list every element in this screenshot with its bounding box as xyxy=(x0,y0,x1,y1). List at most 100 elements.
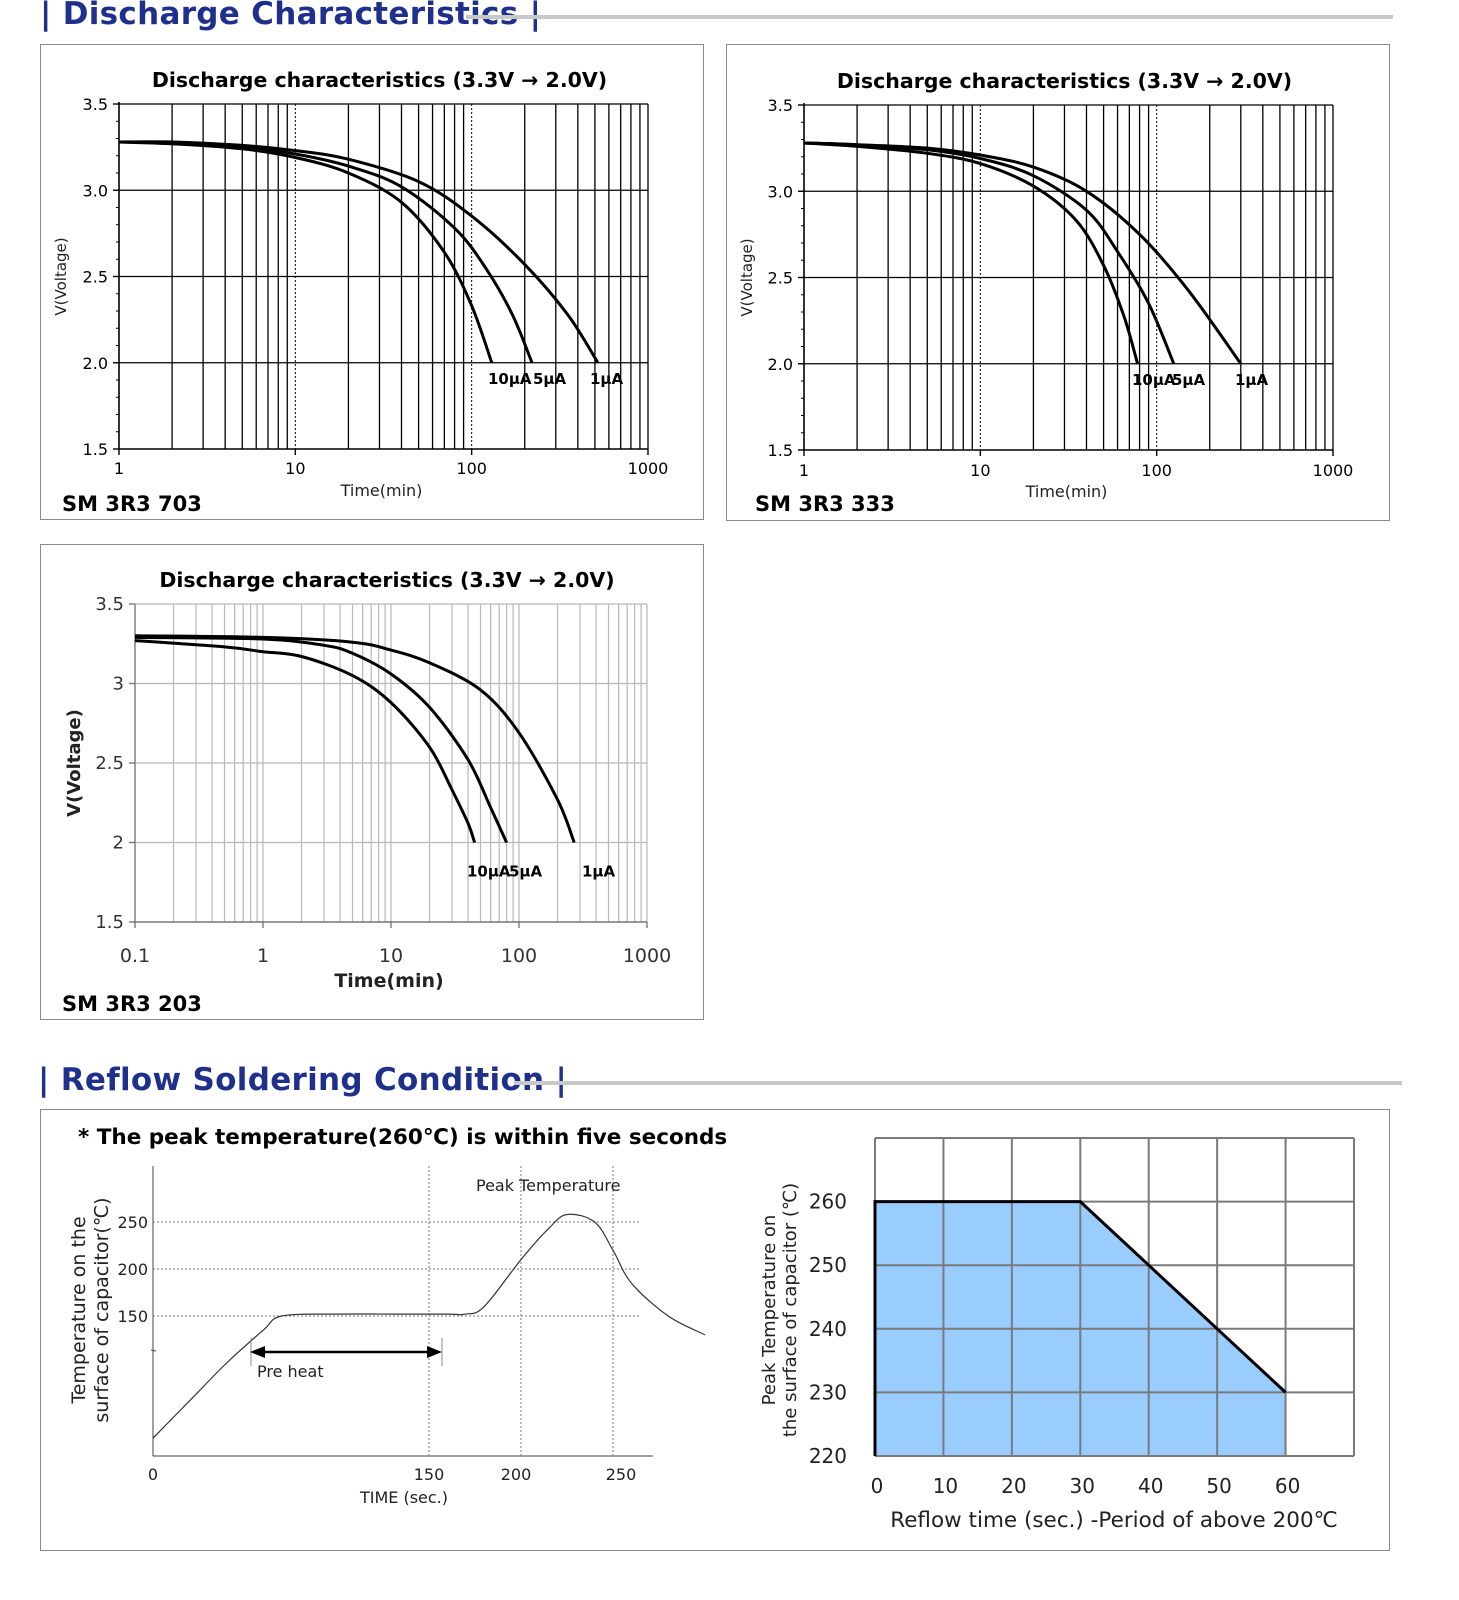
discharge-section-title: | Discharge Characteristics | xyxy=(40,0,542,32)
discharge-curve-0 xyxy=(118,140,494,364)
x-axis-label: TIME (sec.) xyxy=(359,1488,448,1507)
x-axis-label: Time(min) xyxy=(334,970,443,992)
chart-title: Discharge characteristics (3.3V → 2.0V) xyxy=(159,568,614,592)
series-label: 10μA xyxy=(1132,371,1176,389)
y-axis-label: V(Voltage) xyxy=(738,238,756,316)
discharge-curve-2 xyxy=(134,634,576,844)
discharge-chart-333: 1.5 2.0 2.5 3.0 3.5 1 10 100 1000 Discharge chara… xyxy=(738,69,1354,516)
x-tick-label: 10 xyxy=(285,459,305,478)
y-tick-label: 2.0 xyxy=(768,355,793,374)
reflow-charts: * The peak temperature(260℃) is within f… xyxy=(68,1125,1355,1533)
y-tick-label: 250 xyxy=(117,1213,148,1232)
y-tick-label: 2.0 xyxy=(83,354,108,373)
x-tick-label: 50 xyxy=(1206,1474,1231,1498)
preheat-arrow-head-left xyxy=(250,1346,265,1358)
y-tick-label: 3 xyxy=(113,674,124,695)
reflow-section-rule xyxy=(514,1081,1402,1085)
y-tick-label: 3.5 xyxy=(83,95,108,114)
x-tick-label: 10 xyxy=(933,1474,958,1498)
y-tick-label: 3.0 xyxy=(83,181,108,200)
x-tick-label: 250 xyxy=(606,1465,637,1484)
axis-break-mark xyxy=(150,1349,157,1352)
discharge-curve-1 xyxy=(118,140,534,364)
discharge-chart-703: 1.5 2.0 2.5 3.0 3.5 1 10 100 1000 Discharge chara… xyxy=(52,68,669,516)
y-axis-label-line1: Peak Temperature on xyxy=(759,1215,780,1406)
y-tick-label: 1.5 xyxy=(768,441,793,460)
x-tick-label: 20 xyxy=(1001,1474,1026,1498)
discharge-chart-203: 1.5 2 2.5 3 3.5 0.1 1 10 100 1000 Discharge charac… xyxy=(62,568,671,1016)
chart-title: Discharge characteristics (3.3V → 2.0V) xyxy=(152,68,607,92)
y-tick-label: 2 xyxy=(113,833,124,854)
x-axis-label: Time(min) xyxy=(340,481,423,500)
x-tick-label: 60 xyxy=(1275,1474,1300,1498)
x-tick-label: 1000 xyxy=(623,945,671,967)
y-tick-label: 260 xyxy=(809,1190,847,1214)
model-label: SM 3R3 203 xyxy=(62,992,202,1016)
x-tick-label: 0 xyxy=(148,1465,158,1484)
x-tick-label: 100 xyxy=(1141,461,1172,480)
discharge-curve-1 xyxy=(134,635,508,844)
y-axis-label-line2: the surface of capacitor (℃) xyxy=(780,1183,801,1437)
chart-title: Discharge characteristics (3.3V → 2.0V) xyxy=(837,69,1292,93)
y-tick-label: 220 xyxy=(809,1444,847,1468)
x-tick-label: 1000 xyxy=(628,459,669,478)
model-label: SM 3R3 333 xyxy=(755,492,895,516)
series-label: 1μA xyxy=(590,370,623,388)
x-axis-label: Reflow time (sec.) -Period of above 200℃ xyxy=(890,1508,1338,1533)
y-axis-label-line2: surface of capacitor(℃) xyxy=(91,1197,113,1422)
y-tick-label: 250 xyxy=(809,1253,847,1277)
x-tick-label: 0 xyxy=(871,1474,884,1498)
y-tick-label: 1.5 xyxy=(95,912,124,933)
discharge-curve-0 xyxy=(803,141,1140,365)
y-tick-label: 1.5 xyxy=(83,440,108,459)
discharge-panel-333: 1.5 2.0 2.5 3.0 3.5 1 10 100 1000 Discharge chara… xyxy=(726,44,1390,521)
y-tick-label: 230 xyxy=(809,1380,847,1404)
y-tick-label: 3.0 xyxy=(768,182,793,201)
discharge-section-rule xyxy=(466,15,1393,19)
model-label: SM 3R3 703 xyxy=(62,492,202,516)
y-tick-label: 200 xyxy=(117,1260,148,1279)
peak-note: * The peak temperature(260℃) is within f… xyxy=(78,1125,727,1150)
x-tick-label: 1000 xyxy=(1313,461,1354,480)
x-tick-label: 200 xyxy=(501,1465,532,1484)
discharge-curve-2 xyxy=(118,140,600,364)
discharge-curve-1 xyxy=(803,141,1176,365)
preheat-label: Pre heat xyxy=(257,1362,324,1381)
preheat-arrow-head-right xyxy=(427,1346,442,1358)
reflow-section-title: | Reflow Soldering Condition | xyxy=(38,1062,568,1098)
series-label: 5μA xyxy=(533,370,566,388)
x-tick-label: 1 xyxy=(114,459,124,478)
x-tick-label: 1 xyxy=(257,945,269,967)
reflow-profile-curve xyxy=(152,1213,706,1439)
series-label: 5μA xyxy=(1172,371,1205,389)
y-axis-label: V(Voltage) xyxy=(52,237,70,315)
y-tick-label: 2.5 xyxy=(95,753,124,774)
y-axis-label: V(Voltage) xyxy=(64,709,85,817)
y-tick-label: 2.5 xyxy=(83,268,108,287)
x-tick-label: 10 xyxy=(379,945,403,967)
y-tick-label: 3.5 xyxy=(768,96,793,115)
series-label: 5μA xyxy=(509,863,542,881)
x-axis-label: Time(min) xyxy=(1025,482,1108,501)
discharge-panel-203: 1.5 2 2.5 3 3.5 0.1 1 10 100 1000 Discharge charac… xyxy=(40,544,704,1020)
x-tick-label: 100 xyxy=(456,459,487,478)
x-tick-label: 40 xyxy=(1138,1474,1163,1498)
y-axis-label-line1: Temperature on the xyxy=(68,1216,90,1404)
discharge-curve-0 xyxy=(134,639,477,843)
y-tick-label: 2.5 xyxy=(768,269,793,288)
series-label: 10μA xyxy=(467,863,511,881)
y-tick-label: 150 xyxy=(117,1307,148,1326)
y-tick-label: 240 xyxy=(809,1317,847,1341)
x-tick-label: 10 xyxy=(970,461,990,480)
discharge-curve-2 xyxy=(803,141,1243,365)
x-tick-label: 30 xyxy=(1070,1474,1095,1498)
x-tick-label: 150 xyxy=(414,1465,445,1484)
y-tick-label: 3.5 xyxy=(95,594,124,615)
allowed-region-boundary xyxy=(873,1200,1287,1456)
peak-temperature-label: Peak Temperature xyxy=(476,1176,620,1195)
x-tick-label: 0.1 xyxy=(120,945,150,967)
reflow-panel: * The peak temperature(260℃) is within f… xyxy=(40,1109,1390,1551)
discharge-panel-703: 1.5 2.0 2.5 3.0 3.5 1 10 100 1000 Discharge chara… xyxy=(40,44,704,520)
series-label: 1μA xyxy=(582,863,615,881)
x-tick-label: 100 xyxy=(501,945,537,967)
